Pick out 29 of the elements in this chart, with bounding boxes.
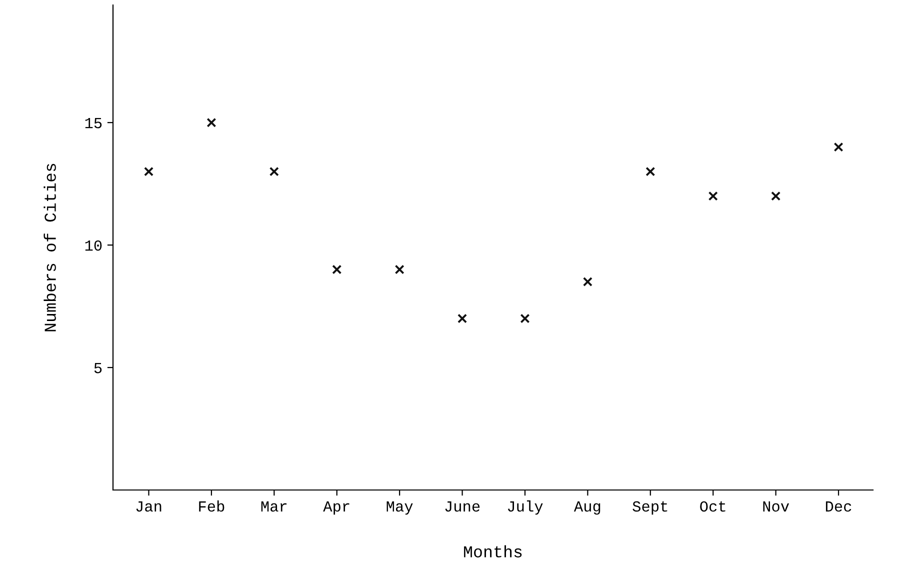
- point: [520, 314, 530, 324]
- point: [457, 314, 468, 324]
- y-tick-label: 5: [94, 362, 102, 374]
- point: [394, 264, 404, 274]
- point: [834, 142, 844, 152]
- point: [332, 264, 342, 274]
- point: [269, 166, 279, 176]
- point: [206, 118, 216, 128]
- point: [582, 277, 592, 287]
- point: [144, 166, 154, 176]
- x-tick-label: Sept: [632, 501, 668, 515]
- point: [708, 191, 718, 201]
- x-tick-label: Oct: [700, 501, 726, 512]
- x-tick-label: Mar: [261, 501, 287, 512]
- x-tick-label: Dec: [826, 501, 852, 512]
- point: [771, 191, 781, 201]
- x-tick-label: Apr: [323, 501, 350, 515]
- x-tick-label: Aug: [574, 501, 600, 515]
- x-tick-label: June: [445, 501, 480, 512]
- y-axis-title: Numbers of Cities: [44, 164, 56, 332]
- x-axis-title: Months: [464, 545, 522, 558]
- x-tick-label: Jan: [136, 501, 162, 512]
- x-tick-label: Nov: [763, 501, 790, 512]
- y-tick-label: 10: [85, 240, 102, 251]
- x-tick-label: Feb: [199, 500, 224, 512]
- y-tick-label: 15: [85, 118, 102, 128]
- x-tick-label: July: [508, 500, 543, 515]
- point: [646, 166, 656, 176]
- x-tick-label: May: [386, 501, 413, 515]
